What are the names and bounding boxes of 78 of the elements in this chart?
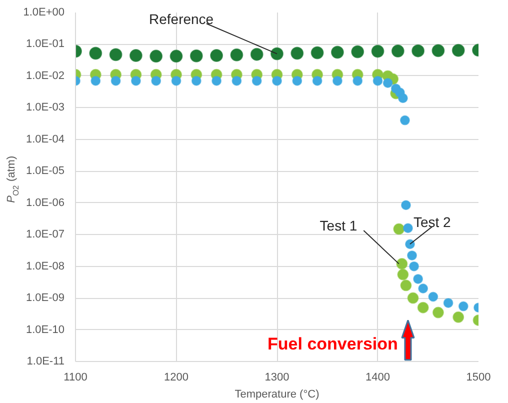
point: [290, 46, 304, 60]
point: [458, 301, 468, 312]
y-tick-label: 1.0E-05: [26, 165, 65, 178]
point: [372, 76, 383, 86]
point: [417, 302, 429, 314]
point: [332, 76, 342, 86]
point: [432, 306, 444, 318]
point: [109, 48, 122, 62]
point: [391, 44, 404, 58]
y-tick-label: 1.0E-11: [26, 356, 65, 368]
point: [190, 49, 203, 62]
point: [452, 311, 464, 323]
point: [404, 239, 415, 250]
y-tick-label: 1.0E-06: [26, 196, 65, 209]
point: [407, 292, 419, 304]
point: [230, 48, 244, 62]
annotation: Fuel conversion: [268, 334, 398, 354]
point: [412, 44, 425, 58]
point: [409, 261, 420, 272]
point: [393, 223, 405, 235]
point: [191, 76, 202, 86]
point: [398, 93, 408, 104]
point: [443, 298, 454, 308]
point: [428, 292, 438, 302]
y-tick-label: 1.0E-02: [26, 70, 65, 82]
point: [270, 47, 284, 60]
x-tick-label: 1500: [466, 372, 491, 384]
annotation: Reference: [148, 10, 214, 27]
point: [400, 115, 410, 126]
point: [272, 76, 282, 86]
y-tick-label: 1.0E-08: [26, 260, 65, 272]
x-tick-label: 1400: [366, 372, 390, 384]
point: [407, 250, 418, 260]
point: [402, 223, 413, 234]
point: [330, 46, 344, 59]
y-tick-label: 1.0E-10: [26, 324, 65, 336]
point: [400, 280, 412, 292]
point: [170, 50, 183, 63]
point: [89, 46, 102, 60]
point: [400, 200, 411, 210]
y-tick-label: 1.0E-03: [26, 102, 65, 114]
point: [250, 48, 264, 61]
y-tick-label: 1.0E-09: [26, 292, 65, 304]
point: [418, 284, 428, 294]
annotation: Test 2: [413, 214, 452, 230]
point: [396, 258, 408, 270]
y-tick-label: 1.0E-04: [26, 133, 65, 146]
y-axis-title: PO2 (atm): [6, 156, 20, 203]
point: [130, 76, 141, 86]
point: [351, 45, 364, 58]
y-tick-label: 1.0E-01: [26, 38, 65, 50]
point: [352, 76, 363, 86]
point: [292, 76, 302, 86]
x-tick-label: 1100: [64, 372, 88, 384]
point: [212, 76, 222, 86]
point: [397, 268, 409, 280]
annotation: Test 1: [320, 218, 358, 234]
point: [312, 76, 322, 86]
point: [232, 76, 242, 86]
y-tick-label: 1.0E+00: [23, 6, 65, 18]
point: [171, 76, 182, 86]
point: [150, 50, 163, 63]
point: [413, 274, 424, 284]
point: [371, 44, 384, 58]
point: [310, 46, 324, 60]
point: [110, 76, 121, 86]
x-tick-label: 1200: [164, 372, 188, 384]
x-axis-title: Temperature (°C): [234, 388, 320, 400]
x-tick-label: 1300: [264, 372, 290, 384]
point: [151, 76, 162, 86]
y-tick-label: 1.0E-07: [26, 228, 65, 241]
point: [90, 76, 101, 86]
point: [382, 78, 393, 88]
point: [252, 76, 262, 86]
point: [129, 49, 142, 62]
point: [432, 44, 445, 58]
point: [452, 44, 465, 57]
point: [210, 49, 224, 62]
